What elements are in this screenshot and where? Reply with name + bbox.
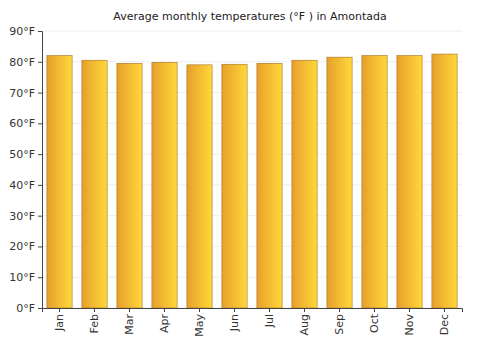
bar	[222, 64, 247, 308]
y-tick-mark	[38, 246, 42, 247]
x-tick-mark	[339, 308, 340, 312]
x-tick-label: Apr	[158, 314, 171, 334]
x-tick-mark	[199, 308, 200, 312]
x-tick-label: Jan	[53, 314, 66, 332]
y-tick-mark	[38, 31, 42, 32]
x-tick: Apr	[158, 308, 171, 333]
y-tick: 80°F	[9, 56, 42, 69]
y-tick: 10°F	[9, 271, 42, 284]
y-tick: 50°F	[9, 148, 42, 161]
y-tick-label: 50°F	[9, 148, 35, 161]
y-tick-mark	[38, 185, 42, 186]
x-tick-mark	[444, 308, 445, 312]
x-tick-label: Oct	[368, 313, 381, 333]
x-tick-label: Nov	[403, 314, 416, 336]
chart-svg: 0°F 10°F 20°F 30°F 40°F 50°F 60°F 70°F 80°F 90°F J…	[0, 0, 500, 350]
x-tick: May	[193, 308, 206, 337]
y-tick: 0°F	[16, 302, 42, 315]
x-tick-label: Aug	[298, 314, 311, 335]
x-tick: Jun	[228, 308, 241, 332]
x-tick-mark	[59, 308, 60, 312]
y-tick-label: 90°F	[9, 25, 35, 38]
y-tick: 40°F	[9, 179, 42, 192]
x-tick-label: May	[193, 314, 206, 337]
title: Average monthly temperatures (°F ) in Am…	[113, 10, 386, 23]
x-tick: Aug	[298, 308, 311, 335]
x-tick-mark	[269, 308, 270, 312]
y-tick: 20°F	[9, 240, 42, 253]
y-tick: 70°F	[9, 87, 42, 100]
x-tick-mark	[409, 308, 410, 312]
y-tick: 60°F	[9, 117, 42, 130]
x-tick-mark	[94, 308, 95, 312]
bar	[82, 60, 107, 308]
x-axis: Jan Feb Mar Apr May Jun Jul Aug Sep Oct Nov Dec	[43, 308, 463, 337]
y-tick-label: 80°F	[9, 56, 35, 69]
y-tick-label: 20°F	[9, 240, 35, 253]
y-tick: 90°F	[9, 25, 42, 38]
y-tick-mark	[38, 308, 42, 309]
x-tick-mark	[129, 308, 130, 312]
x-tick: Sep	[333, 308, 346, 335]
x-tick: Dec	[438, 308, 451, 335]
bars	[47, 54, 457, 308]
y-tick-label: 70°F	[9, 87, 35, 100]
bar	[362, 56, 387, 308]
x-tick-mark	[234, 308, 235, 312]
y-tick-label: 40°F	[9, 179, 35, 192]
y-tick-mark	[38, 277, 42, 278]
bar	[117, 63, 142, 308]
y-tick-label: 60°F	[9, 117, 35, 130]
x-tick-label: Jun	[228, 314, 241, 332]
x-tick-label: Dec	[438, 314, 451, 335]
y-tick-mark	[38, 62, 42, 63]
bar	[257, 63, 282, 308]
bar	[187, 65, 212, 308]
x-tick-label: Jul	[263, 314, 276, 328]
grid	[42, 31, 462, 308]
grid-line	[42, 31, 462, 32]
x-tick-label: Feb	[88, 314, 101, 333]
y-tick-mark	[38, 123, 42, 124]
plot-area: 0°F 10°F 20°F 30°F 40°F 50°F 60°F 70°F 80°F 90°F J…	[9, 25, 462, 337]
y-tick-mark	[38, 154, 42, 155]
x-tick: Feb	[88, 308, 101, 333]
y-axis: 0°F 10°F 20°F 30°F 40°F 50°F 60°F 70°F 80°F 90°F	[9, 25, 42, 315]
x-tick: Oct	[368, 308, 381, 333]
bar	[327, 57, 352, 308]
bar	[152, 62, 177, 308]
bar	[432, 54, 457, 308]
y-tick-label: 30°F	[9, 210, 35, 223]
y-tick-mark	[38, 216, 42, 217]
bar	[47, 56, 72, 308]
x-tick-mark	[304, 308, 305, 312]
x-tick: Jul	[263, 308, 276, 328]
bar	[397, 56, 422, 308]
x-tick-mark	[164, 308, 165, 312]
x-tick: Jan	[53, 308, 66, 332]
x-tick: Nov	[403, 308, 416, 335]
y-tick-mark	[38, 93, 42, 94]
y-axis-line	[38, 32, 43, 309]
x-tick-label: Mar	[123, 314, 136, 335]
y-tick-label: 0°F	[16, 302, 35, 315]
x-tick-mark	[374, 308, 375, 312]
x-axis-line	[43, 309, 463, 313]
chart-container: 0°F 10°F 20°F 30°F 40°F 50°F 60°F 70°F 80°F 90°F J…	[0, 0, 500, 350]
x-tick: Mar	[123, 308, 136, 335]
y-tick-label: 10°F	[9, 271, 35, 284]
bar	[292, 60, 317, 308]
x-tick-label: Sep	[333, 314, 346, 335]
y-tick: 30°F	[9, 210, 42, 223]
